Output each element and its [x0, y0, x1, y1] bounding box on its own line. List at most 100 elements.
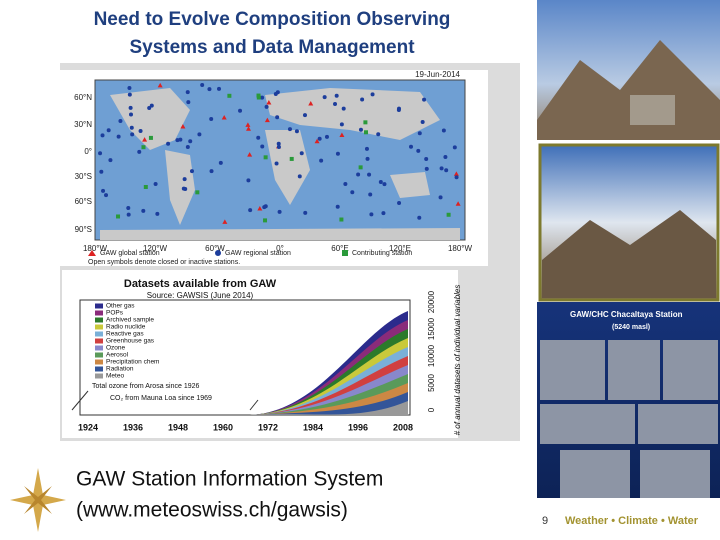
lon-label: 0° — [276, 244, 284, 253]
station — [238, 108, 243, 113]
mountain — [542, 210, 716, 298]
station — [333, 102, 338, 107]
station — [246, 178, 251, 183]
station — [424, 166, 429, 171]
station — [420, 120, 425, 125]
y-axis-label: # of annual datasets of individual varia… — [453, 285, 462, 436]
station — [339, 217, 344, 222]
station — [209, 169, 214, 174]
variable-label: Ozone — [106, 345, 126, 352]
variable-label: Reactive gas — [106, 331, 144, 338]
station — [273, 91, 278, 96]
variable-label: Precipitation chem — [106, 359, 159, 366]
lat-label: 30°S — [75, 172, 92, 181]
station — [417, 215, 422, 220]
station — [424, 156, 429, 161]
station — [452, 145, 457, 150]
station — [381, 211, 386, 216]
annotation: Total ozone from Arosa since 1926 — [92, 383, 200, 390]
station — [297, 174, 302, 179]
photo-caption: GAW/CHC Chacaltaya Station — [570, 310, 683, 319]
station — [127, 85, 132, 90]
lab-photos — [540, 340, 718, 498]
station — [343, 182, 348, 187]
station — [256, 135, 261, 140]
station — [314, 138, 320, 144]
map-note: Open symbols denote closed or inactive s… — [88, 259, 240, 266]
compass-logo — [10, 468, 66, 532]
station — [367, 172, 372, 177]
lat-label: 0° — [84, 147, 92, 156]
station — [207, 87, 212, 92]
station — [185, 145, 190, 150]
station — [260, 95, 265, 100]
station — [116, 134, 121, 139]
station — [317, 136, 322, 141]
lon-label: 120°E — [389, 244, 411, 253]
station — [289, 156, 294, 161]
station — [200, 83, 205, 88]
variable-label: Greenhouse gas — [106, 338, 155, 345]
station — [438, 195, 443, 200]
station — [341, 106, 346, 111]
legend-swatch — [95, 310, 103, 316]
station — [182, 177, 187, 182]
station — [178, 137, 183, 142]
station — [126, 212, 131, 217]
station — [370, 92, 375, 97]
station — [443, 155, 448, 160]
station-markers — [98, 82, 461, 224]
station — [276, 145, 281, 150]
station — [319, 158, 324, 163]
station — [358, 127, 363, 132]
station — [129, 112, 134, 117]
station — [303, 210, 308, 215]
station — [263, 155, 268, 160]
legend-swatch — [95, 359, 103, 365]
station — [141, 145, 146, 150]
variable-label: Other gas — [106, 303, 135, 310]
station — [441, 128, 446, 133]
station — [106, 128, 111, 133]
station — [322, 95, 327, 100]
lat-label: 60°S — [75, 197, 92, 206]
station — [266, 100, 272, 105]
station — [101, 188, 106, 193]
legend-swatch — [95, 324, 103, 330]
year-label: 2008 — [393, 422, 413, 432]
map-legend-item: GAW global station — [100, 250, 160, 257]
footer-text: Weather • Climate • Water — [565, 515, 699, 527]
station — [444, 168, 449, 173]
station — [264, 104, 269, 109]
station — [264, 117, 270, 123]
year-label: 1924 — [78, 422, 98, 432]
lat-label: 90°S — [75, 225, 92, 234]
station — [181, 186, 186, 191]
title-line: Need to Evolve Composition Observing — [94, 9, 451, 30]
station — [143, 184, 148, 189]
caption-line: GAW Station Information System — [76, 468, 383, 491]
station — [439, 166, 444, 171]
station — [157, 82, 163, 88]
station — [294, 129, 299, 134]
station — [396, 107, 401, 112]
station — [339, 122, 344, 127]
station — [189, 169, 194, 174]
hut — [630, 95, 675, 125]
station — [335, 204, 340, 209]
area-band — [250, 392, 408, 415]
station — [339, 132, 345, 138]
lon-label: 120°W — [143, 244, 168, 253]
station — [128, 105, 133, 110]
map-date: 19-Jun-2014 — [415, 70, 460, 79]
station — [417, 131, 422, 136]
lon-label: 180°W — [448, 244, 473, 253]
station — [409, 144, 414, 149]
station — [453, 171, 459, 176]
station — [197, 132, 202, 137]
station — [416, 148, 421, 153]
annotation: CO₂ from Mauna Loa since 1969 — [110, 395, 212, 402]
legend-swatch — [95, 345, 103, 351]
variable-label: Radio nuclide — [106, 324, 146, 331]
station — [246, 126, 252, 131]
